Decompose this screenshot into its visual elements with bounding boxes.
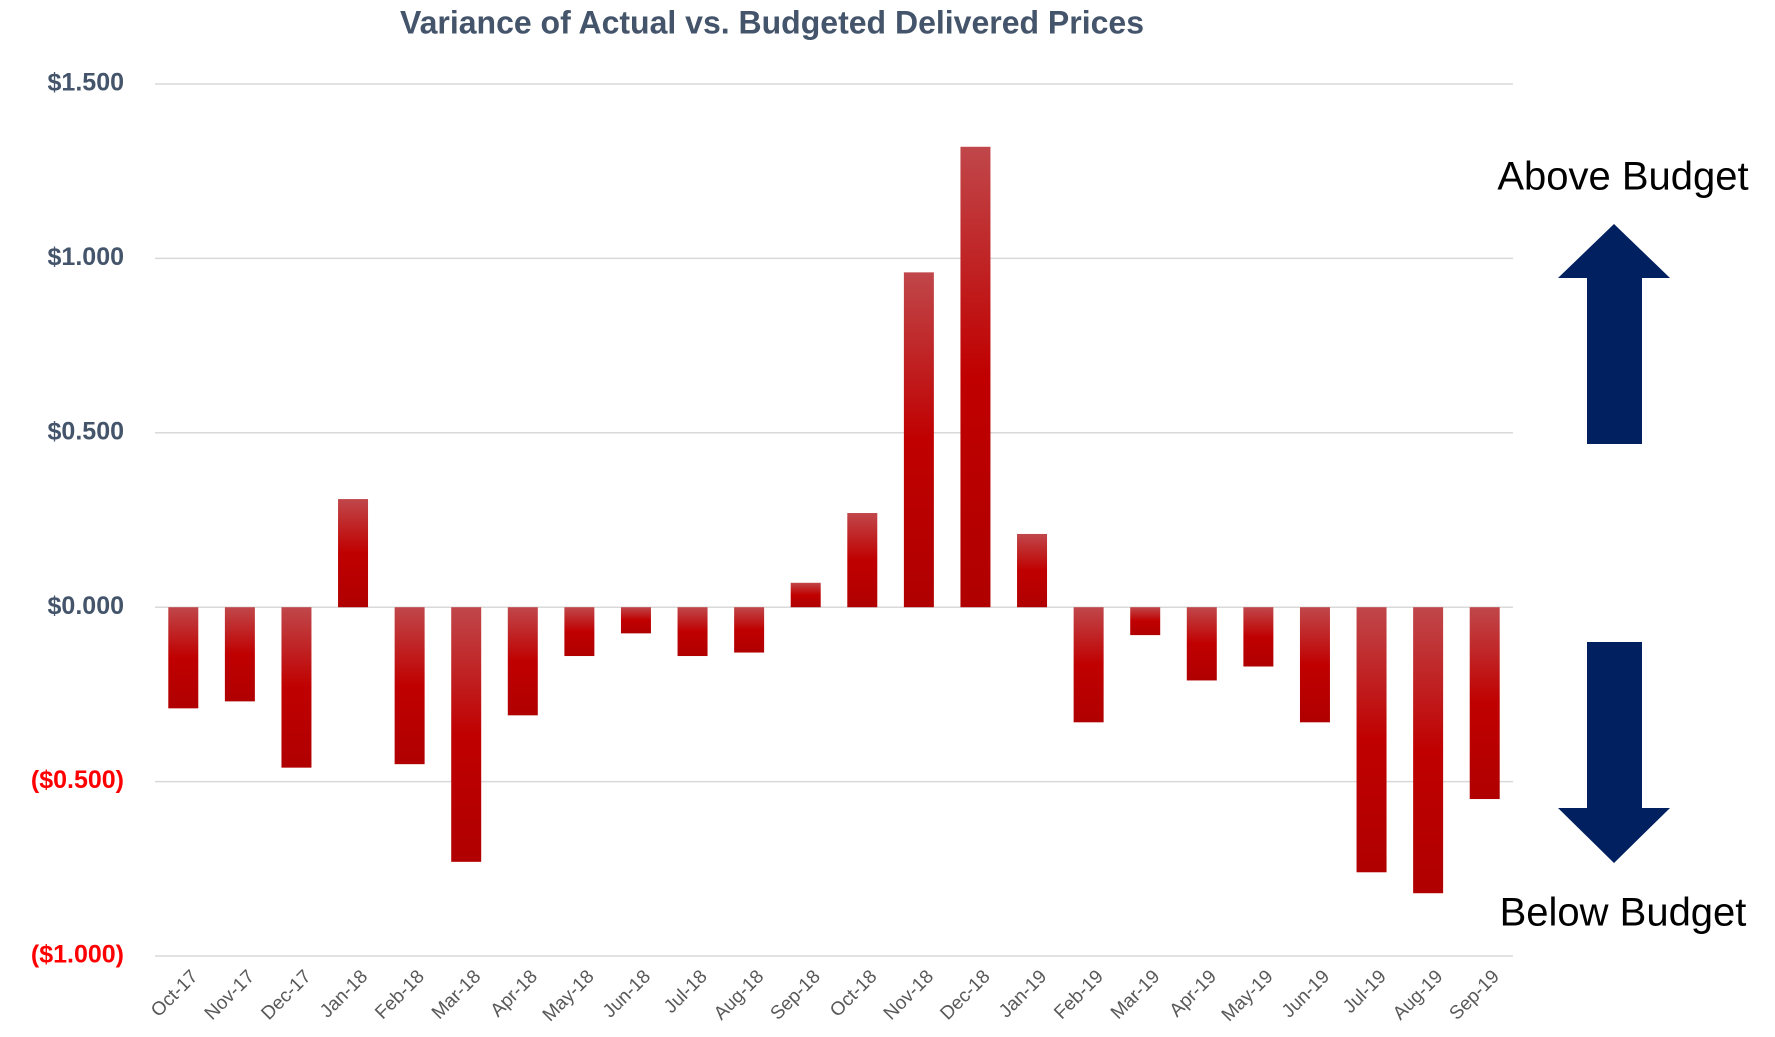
y-tick-label: $1.500 <box>48 69 124 97</box>
bar <box>1356 607 1387 873</box>
x-tick-label: Sep-18 <box>767 966 825 1024</box>
bar <box>168 607 199 709</box>
bar <box>1130 607 1161 636</box>
bar <box>1073 607 1104 723</box>
bar <box>790 582 821 608</box>
bar <box>338 499 369 608</box>
bar <box>281 607 312 768</box>
y-tick-label: $0.500 <box>48 417 124 445</box>
annotation: Above Budget <box>1497 155 1748 199</box>
bar <box>847 513 878 608</box>
x-tick-label: Jul-19 <box>1339 966 1390 1017</box>
x-tick-label: Aug-18 <box>710 966 768 1024</box>
y-tick-label: $0.000 <box>48 592 124 620</box>
bar <box>960 146 991 608</box>
x-tick-label: Feb-18 <box>371 966 428 1023</box>
x-tick-label: May-19 <box>1218 966 1278 1026</box>
chart-title: Variance of Actual vs. Budgeted Delivere… <box>400 4 1144 40</box>
bar <box>1017 533 1048 608</box>
bar <box>1469 607 1500 800</box>
bar <box>620 607 651 634</box>
bar <box>1413 607 1444 894</box>
x-tick-label: Mar-19 <box>1107 966 1164 1023</box>
bar <box>903 272 934 608</box>
x-tick-label: Dec-18 <box>936 966 994 1024</box>
x-tick-label: Apr-18 <box>487 966 542 1021</box>
x-tick-label: Jan-19 <box>995 966 1051 1022</box>
annotation: Below Budget <box>1500 891 1747 935</box>
bar <box>507 607 538 716</box>
x-tick-label: Jun-19 <box>1278 966 1334 1022</box>
bar <box>564 607 595 657</box>
bar <box>1186 607 1217 681</box>
y-tick-label: ($0.500) <box>31 766 124 794</box>
bar <box>677 607 708 657</box>
x-tick-label: Apr-19 <box>1166 966 1221 1021</box>
bar <box>1243 607 1274 667</box>
down-arrow <box>1558 642 1670 863</box>
x-tick-label: Oct-17 <box>147 966 202 1021</box>
x-tick-label: Feb-19 <box>1050 966 1107 1023</box>
bar <box>451 607 482 862</box>
x-tick-label: May-18 <box>539 966 599 1026</box>
x-tick-label: Aug-19 <box>1389 966 1447 1024</box>
x-tick-label: Nov-17 <box>201 966 259 1024</box>
x-tick-label: Jun-18 <box>599 966 655 1022</box>
x-tick-label: Sep-19 <box>1446 966 1504 1024</box>
x-tick-label: Nov-18 <box>880 966 938 1024</box>
x-tick-label: Dec-17 <box>257 966 315 1024</box>
bar <box>1299 607 1330 723</box>
up-arrow <box>1558 224 1670 444</box>
x-tick-label: Jul-18 <box>660 966 711 1017</box>
y-tick-label: ($1.000) <box>31 941 124 969</box>
y-tick-label: $1.000 <box>48 243 124 271</box>
bar <box>224 607 255 702</box>
x-tick-label: Oct-18 <box>826 966 881 1021</box>
x-tick-label: Mar-18 <box>428 966 485 1023</box>
bar <box>394 607 425 765</box>
bar <box>734 607 765 653</box>
x-tick-label: Jan-18 <box>316 966 372 1022</box>
